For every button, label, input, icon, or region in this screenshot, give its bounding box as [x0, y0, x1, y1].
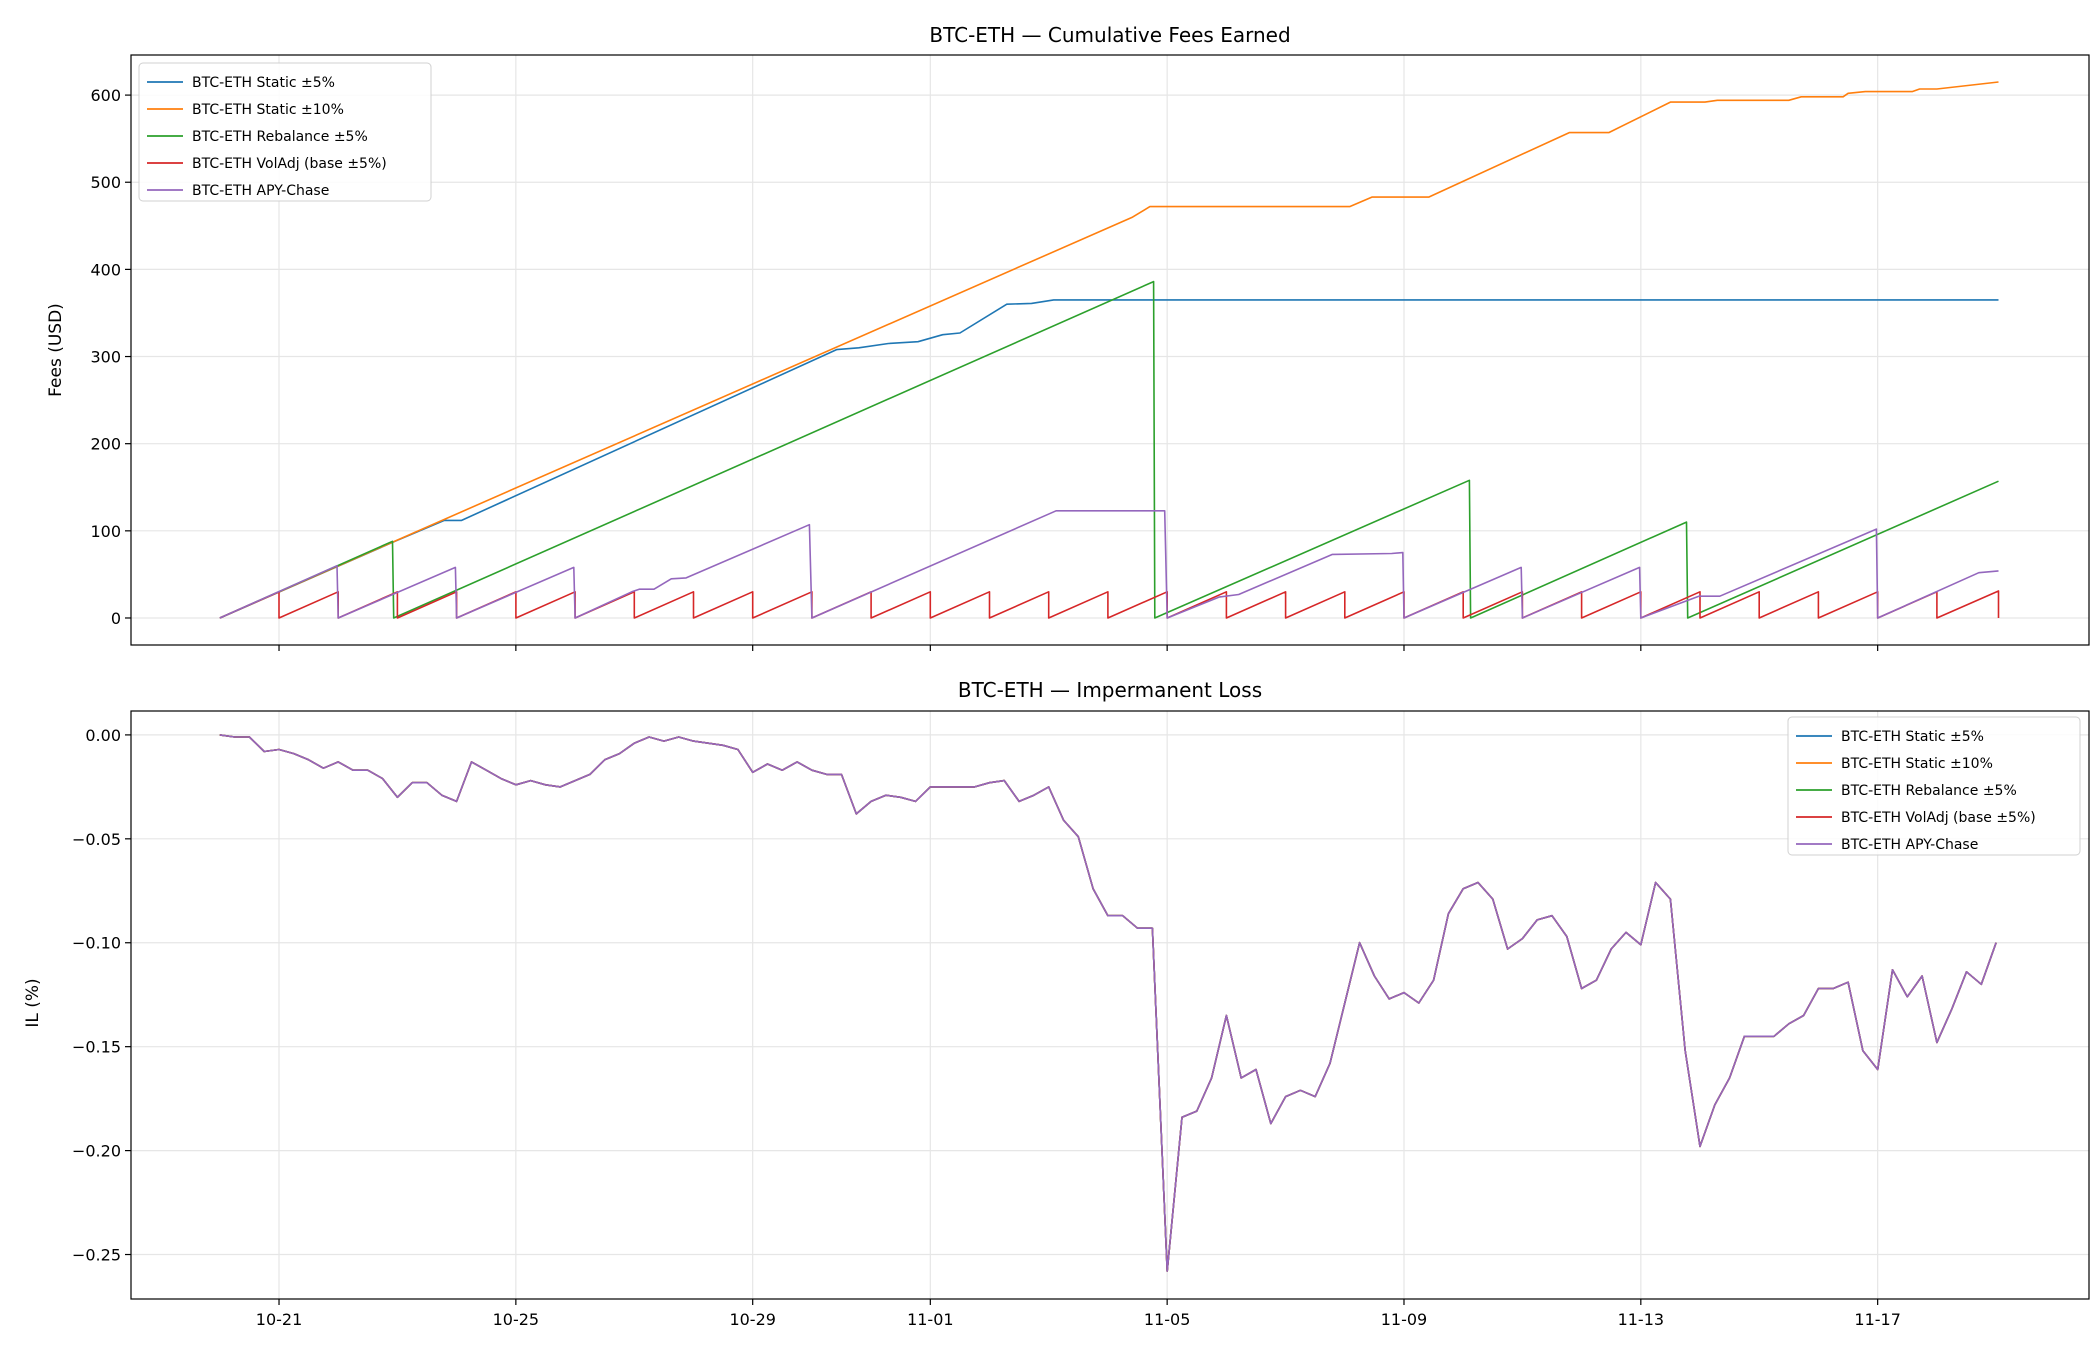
- y-tick-label: 500: [90, 173, 121, 192]
- x-tick-label: 11-17: [1854, 1310, 1901, 1329]
- legend-entry: BTC-ETH Static ±5%: [1796, 729, 1984, 745]
- series-line-5: [219, 734, 1997, 1272]
- legend-entry: BTC-ETH APY-Chase: [1796, 837, 1978, 853]
- legend-entry: BTC-ETH Rebalance ±5%: [147, 129, 368, 145]
- y-tick-label: −0.20: [72, 1142, 121, 1161]
- x-tick-label: 11-13: [1618, 1310, 1665, 1329]
- fees-axes: 0 100 200 300 400 500 600 BTC-ETH — Cumulative…: [46, 23, 2090, 651]
- x-tick-label: 11-05: [1144, 1310, 1191, 1329]
- fees-y-axis-label: Fees (USD): [46, 303, 66, 397]
- y-tick-label: 300: [90, 348, 121, 367]
- legend-entry: BTC-ETH APY-Chase: [147, 183, 329, 199]
- legend-entry: BTC-ETH Static ±10%: [147, 102, 344, 118]
- x-tick-label: 11-01: [907, 1310, 954, 1329]
- fees-ticks: 0 100 200 300 400 500 600: [90, 86, 1879, 651]
- legend-label: BTC-ETH Static ±10%: [1841, 756, 1993, 772]
- fees-legend-box: [138, 62, 432, 202]
- y-tick-label: −0.10: [72, 934, 121, 953]
- il-ticks: 10-21 10-25 10-29 11-01 11-05 11-09 11-13 11-17…: [72, 726, 1901, 1329]
- legend-entry: BTC-ETH VolAdj (base ±5%): [147, 156, 387, 172]
- legend-label: BTC-ETH VolAdj (base ±5%): [1841, 810, 2036, 826]
- y-tick-label: 600: [90, 86, 121, 105]
- y-tick-label: −0.05: [72, 830, 121, 849]
- fees-axes-frame: [130, 54, 2090, 646]
- series-line-2: [219, 81, 1999, 619]
- y-tick-label: 200: [90, 435, 121, 454]
- fees-series-lines: [219, 81, 2000, 619]
- y-tick-label: 0: [111, 609, 121, 628]
- legend-label: BTC-ETH APY-Chase: [1841, 837, 1978, 853]
- fees-legend: BTC-ETH Static ±5% BTC-ETH Static ±10% BTC…: [138, 62, 432, 202]
- il-legend-box: [1787, 716, 2081, 856]
- legend-label: BTC-ETH Static ±5%: [192, 75, 335, 91]
- fees-grid: [131, 55, 2089, 645]
- il-chart-title: BTC-ETH — Impermanent Loss: [958, 678, 1262, 702]
- il-axes: 10-21 10-25 10-29 11-01 11-05 11-09 11-13 11-17…: [23, 678, 2090, 1329]
- il-y-axis-label: IL (%): [23, 978, 43, 1027]
- legend-entry: BTC-ETH Static ±10%: [1796, 756, 1993, 772]
- legend-label: BTC-ETH Static ±5%: [1841, 729, 1984, 745]
- legend-label: BTC-ETH Static ±10%: [192, 102, 344, 118]
- series-line-5: [219, 509, 1999, 619]
- fees-chart-title: BTC-ETH — Cumulative Fees Earned: [929, 23, 1290, 47]
- il-grid: [131, 711, 2089, 1299]
- y-tick-label: −0.25: [72, 1246, 121, 1265]
- y-tick-label: 400: [90, 260, 121, 279]
- legend-entry: BTC-ETH Rebalance ±5%: [1796, 783, 2017, 799]
- x-tick-label: 10-21: [256, 1310, 303, 1329]
- x-tick-label: 10-29: [729, 1310, 776, 1329]
- legend-label: BTC-ETH APY-Chase: [192, 183, 329, 199]
- series-line-1: [219, 299, 1999, 619]
- y-tick-label: −0.15: [72, 1038, 121, 1057]
- legend-entry: BTC-ETH Static ±5%: [147, 75, 335, 91]
- series-line-3: [219, 280, 1999, 619]
- legend-entry: BTC-ETH VolAdj (base ±5%): [1796, 810, 2036, 826]
- series-line-4: [219, 590, 2000, 619]
- x-tick-label: 11-09: [1381, 1310, 1428, 1329]
- legend-label: BTC-ETH Rebalance ±5%: [192, 129, 368, 145]
- legend-label: BTC-ETH Rebalance ±5%: [1841, 783, 2017, 799]
- il-legend: BTC-ETH Static ±5% BTC-ETH Static ±10% BTC…: [1787, 716, 2081, 856]
- legend-label: BTC-ETH VolAdj (base ±5%): [192, 156, 387, 172]
- x-tick-label: 10-25: [493, 1310, 540, 1329]
- y-tick-label: 100: [90, 522, 121, 541]
- il-axes-frame: [130, 710, 2090, 1300]
- il-series-lines: [219, 734, 1997, 1272]
- y-tick-label: 0.00: [85, 726, 121, 745]
